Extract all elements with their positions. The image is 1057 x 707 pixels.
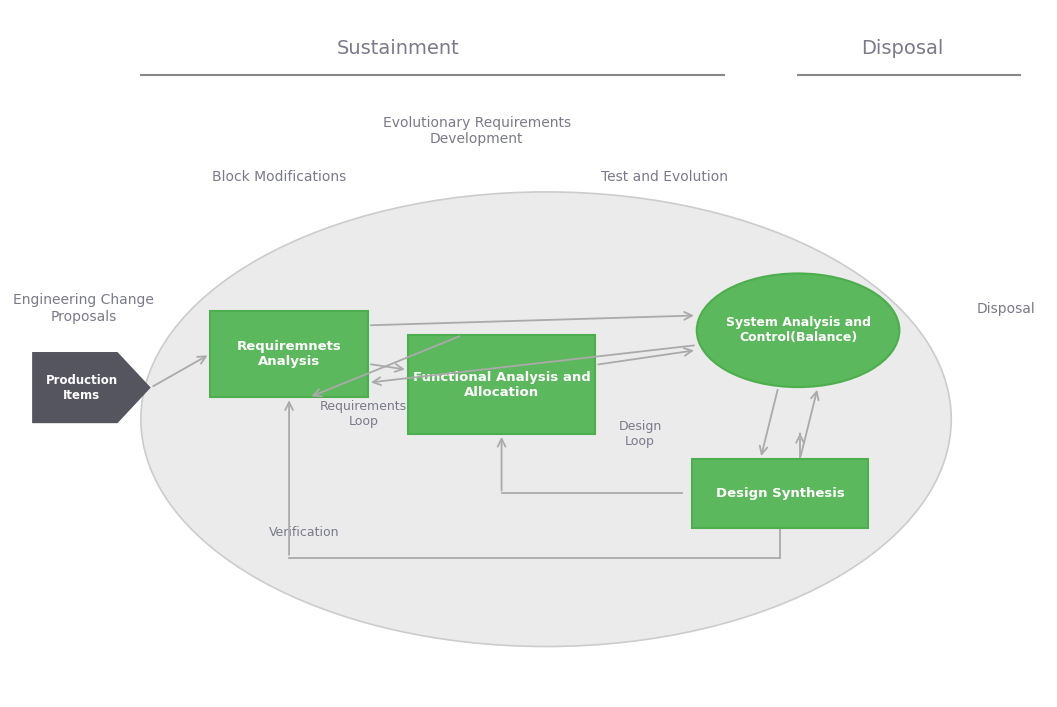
FancyBboxPatch shape — [408, 335, 595, 434]
Text: Functional Analysis and
Allocation: Functional Analysis and Allocation — [412, 370, 591, 399]
FancyBboxPatch shape — [210, 310, 368, 397]
Text: Sustainment: Sustainment — [336, 39, 459, 58]
Text: Block Modifications: Block Modifications — [212, 170, 347, 184]
Text: Requiremnets
Analysis: Requiremnets Analysis — [237, 340, 341, 368]
Text: Engineering Change
Proposals: Engineering Change Proposals — [13, 293, 154, 324]
Text: Requirements
Loop: Requirements Loop — [319, 400, 407, 428]
Ellipse shape — [141, 192, 951, 646]
Text: Design Synthesis: Design Synthesis — [716, 487, 845, 500]
Text: Production
Items: Production Items — [45, 373, 118, 402]
Text: System Analysis and
Control(Balance): System Analysis and Control(Balance) — [725, 316, 871, 344]
Text: Design
Loop: Design Loop — [618, 420, 662, 448]
FancyBboxPatch shape — [692, 459, 868, 528]
Text: Test and Evolution: Test and Evolution — [601, 170, 728, 184]
Text: Verification: Verification — [268, 527, 339, 539]
Text: Disposal: Disposal — [977, 301, 1035, 315]
Text: Disposal: Disposal — [860, 39, 943, 58]
Text: Evolutionary Requirements
Development: Evolutionary Requirements Development — [383, 115, 571, 146]
Ellipse shape — [697, 274, 900, 387]
Polygon shape — [32, 352, 151, 423]
